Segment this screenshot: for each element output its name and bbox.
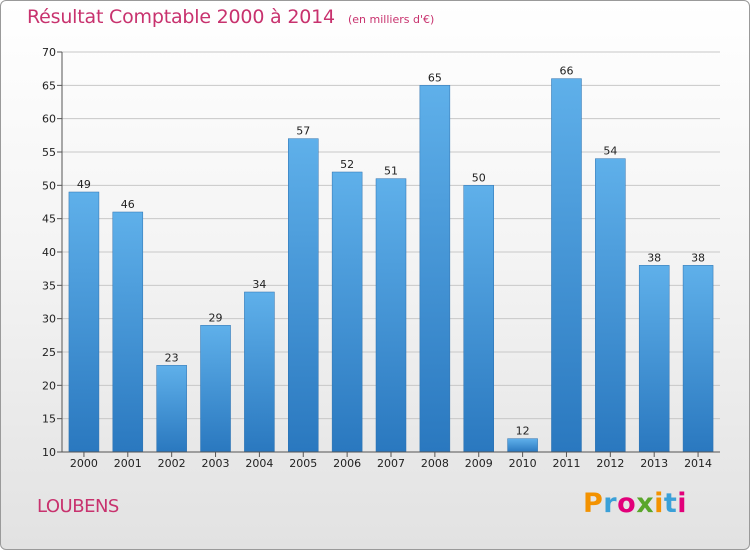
title-row: Résultat Comptable 2000 à 2014 (en milli…	[27, 6, 434, 28]
bar-value-label: 38	[647, 251, 661, 264]
y-tick-label: 40	[42, 246, 56, 259]
y-tick-label: 45	[42, 213, 56, 226]
bar-value-label: 66	[559, 65, 573, 78]
y-tick-label: 65	[42, 79, 56, 92]
x-tick-label: 2012	[596, 457, 624, 470]
logo-letter: o	[617, 488, 637, 519]
y-tick-label: 50	[42, 179, 56, 192]
bar	[200, 325, 231, 453]
bar-value-label: 49	[77, 178, 91, 191]
y-tick-label: 70	[42, 46, 56, 59]
bar-value-label: 34	[252, 278, 266, 291]
x-tick-label: 2000	[70, 457, 98, 470]
y-tick-label: 35	[42, 279, 56, 292]
y-tick-label: 20	[42, 379, 56, 392]
bar	[419, 85, 451, 453]
bar	[463, 185, 494, 453]
x-tick-label: 2007	[377, 457, 405, 470]
y-tick-label: 60	[42, 113, 56, 126]
logo-letter: i	[654, 488, 664, 519]
bar-value-label: 50	[472, 171, 486, 184]
bar-value-label: 38	[691, 251, 705, 264]
x-tick-label: 2004	[245, 457, 273, 470]
x-tick-label: 2003	[202, 457, 230, 470]
x-tick-label: 2009	[465, 457, 493, 470]
bar	[551, 78, 582, 453]
x-tick-label: 2002	[158, 457, 186, 470]
y-tick-label: 30	[42, 313, 56, 326]
axis-layer: 10 15 20 25 30 35 40 45 50 55 60 65 70 2000 2001 2002 20…	[42, 46, 720, 470]
x-tick-label: 2006	[333, 457, 361, 470]
bar-value-label: 57	[296, 125, 310, 138]
proxiti-logo[interactable]: Proxiti	[583, 488, 687, 519]
bar-layer: 49 46 23 29 34 57 52 51 65 50 12 66 54 38 38	[68, 65, 714, 453]
bar	[507, 438, 538, 453]
bar	[682, 265, 714, 453]
bar	[331, 171, 363, 453]
x-tick-label: 2011	[552, 457, 580, 470]
y-tick-label: 25	[42, 346, 56, 359]
bar-value-label: 46	[121, 198, 135, 211]
x-tick-label: 2010	[509, 457, 537, 470]
bar-value-label: 54	[603, 145, 617, 158]
town-name: LOUBENS	[37, 496, 119, 517]
bar-value-label: 29	[209, 311, 223, 324]
bar-value-label: 23	[165, 351, 179, 364]
bar	[244, 291, 275, 453]
chart-title: Résultat Comptable 2000 à 2014	[27, 6, 335, 28]
x-tick-label: 2013	[640, 457, 668, 470]
bar	[156, 365, 187, 453]
x-tick-label: 2014	[684, 457, 712, 470]
chart-subtitle: (en milliers d'€)	[347, 13, 435, 26]
bar-value-label: 52	[340, 158, 354, 171]
bar-value-label: 51	[384, 165, 398, 178]
bar	[375, 178, 407, 453]
x-tick-label: 2005	[289, 457, 317, 470]
bar	[638, 265, 670, 453]
bar-value-label: 65	[428, 71, 442, 84]
y-tick-label: 10	[42, 446, 56, 459]
bar	[595, 158, 626, 453]
bar	[288, 138, 319, 453]
x-tick-label: 2001	[114, 457, 142, 470]
y-tick-label: 15	[42, 413, 56, 426]
logo-letter: x	[636, 488, 655, 519]
bar-value-label: 12	[516, 425, 530, 438]
logo-letter: P	[583, 488, 604, 519]
logo-letter: t	[663, 488, 678, 519]
logo-letter: i	[677, 488, 688, 519]
bar	[68, 191, 100, 453]
x-tick-label: 2008	[421, 457, 449, 470]
y-tick-label: 55	[42, 146, 56, 159]
logo-letter: r	[603, 488, 618, 519]
bar	[112, 211, 144, 453]
